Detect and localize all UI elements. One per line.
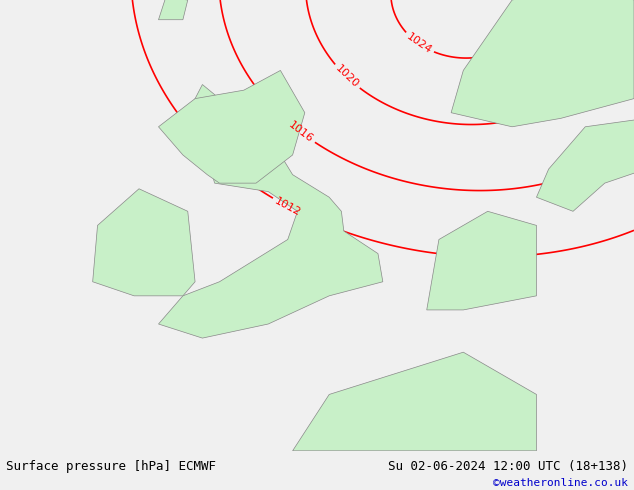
Polygon shape — [427, 211, 536, 310]
Polygon shape — [536, 119, 634, 211]
Text: Su 02-06-2024 12:00 UTC (18+138): Su 02-06-2024 12:00 UTC (18+138) — [387, 460, 628, 473]
Polygon shape — [93, 189, 195, 296]
Text: 1024: 1024 — [404, 31, 434, 56]
Polygon shape — [293, 352, 536, 451]
Polygon shape — [451, 0, 634, 127]
Polygon shape — [158, 0, 188, 20]
Text: 1016: 1016 — [287, 120, 315, 145]
Polygon shape — [158, 71, 305, 183]
Text: 1020: 1020 — [333, 64, 360, 90]
Text: Surface pressure [hPa] ECMWF: Surface pressure [hPa] ECMWF — [6, 460, 216, 473]
Polygon shape — [158, 84, 383, 338]
Text: 1012: 1012 — [273, 196, 302, 218]
Text: ©weatheronline.co.uk: ©weatheronline.co.uk — [493, 478, 628, 488]
